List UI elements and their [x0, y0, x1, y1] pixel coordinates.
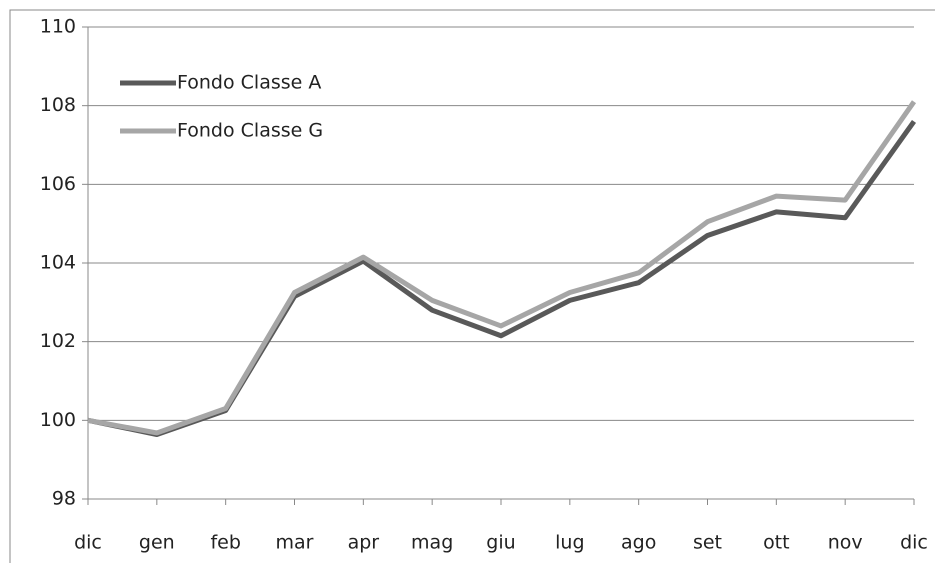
x-tick-label: feb: [210, 532, 240, 554]
x-tick-label: gen: [139, 532, 175, 554]
y-tick-label: 104: [40, 252, 76, 274]
x-tick-label: ago: [621, 532, 656, 554]
line-series: [87, 100, 917, 436]
x-tick-label: lug: [555, 532, 584, 554]
x-tick-label: mag: [411, 532, 453, 554]
y-tick-label: 98: [52, 488, 76, 510]
x-tick-label: giu: [486, 532, 515, 554]
y-tick-label: 106: [40, 173, 76, 195]
x-tick-label: apr: [348, 532, 380, 554]
y-tick-label: 110: [40, 16, 76, 38]
x-tick-label: mar: [276, 532, 314, 554]
y-tick-label: 108: [40, 94, 76, 116]
x-tick-label: ott: [763, 532, 790, 554]
y-tick-label: 100: [40, 409, 76, 431]
legend-label: Fondo Classe G: [177, 120, 323, 142]
x-tick-label: nov: [828, 532, 863, 554]
line-series: [87, 119, 917, 437]
y-tick-label: 102: [40, 330, 76, 352]
chart-frame: [9, 9, 935, 563]
x-tick-label: set: [693, 532, 722, 554]
legend-label: Fondo Classe A: [177, 72, 321, 94]
x-tick-label: dic: [900, 532, 928, 554]
x-tick-label: dic: [74, 532, 102, 554]
